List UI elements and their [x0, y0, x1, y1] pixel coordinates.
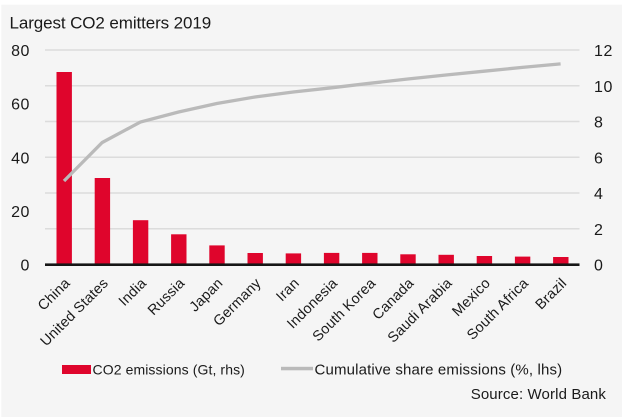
svg-text:8: 8: [594, 115, 603, 132]
svg-text:40: 40: [11, 150, 30, 167]
svg-text:20: 20: [11, 204, 30, 221]
svg-text:0: 0: [594, 258, 603, 275]
svg-text:Largest CO2 emitters 2019: Largest CO2 emitters 2019: [10, 13, 212, 32]
svg-text:CO2 emissions (Gt, rhs): CO2 emissions (Gt, rhs): [93, 362, 245, 378]
svg-text:Cumulative share emissions (%,: Cumulative share emissions (%, lhs): [315, 362, 563, 379]
svg-text:6: 6: [594, 150, 603, 167]
svg-text:10: 10: [594, 79, 613, 96]
svg-text:60: 60: [11, 97, 30, 114]
svg-text:0: 0: [21, 258, 30, 275]
svg-text:2: 2: [594, 222, 603, 239]
svg-text:12: 12: [594, 43, 613, 60]
svg-text:Source: World Bank: Source: World Bank: [471, 386, 607, 403]
svg-text:4: 4: [594, 186, 603, 203]
svg-text:80: 80: [11, 43, 30, 60]
